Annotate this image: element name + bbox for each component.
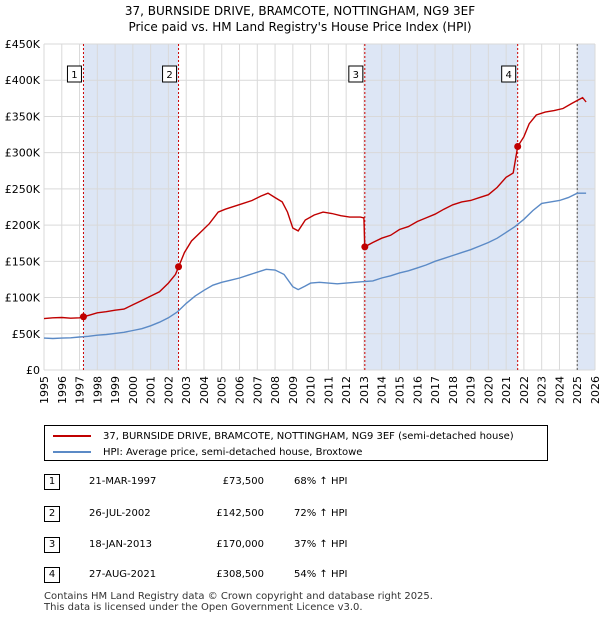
x-tick-label: 2015 [393, 376, 406, 404]
legend-item-property: 37, BURNSIDE DRIVE, BRAMCOTE, NOTTINGHAM… [53, 429, 514, 443]
x-tick-label: 1997 [74, 376, 87, 404]
x-tick-label: 2003 [180, 376, 193, 404]
x-tick-label: 2011 [322, 376, 335, 404]
x-tick-label: 2012 [340, 376, 353, 404]
sale-box-label: 3 [353, 70, 359, 81]
footer: Contains HM Land Registry data © Crown c… [44, 591, 433, 613]
x-tick-label: 2005 [216, 376, 229, 404]
x-tick-label: 2017 [429, 376, 442, 404]
y-tick-label: £100K [5, 292, 41, 305]
sale-number-boxes: 1 2 3 4 [66, 65, 517, 83]
x-tick-label: 1999 [109, 376, 122, 404]
sale-box [66, 65, 82, 83]
sale-number: 4 [44, 567, 60, 583]
legend: 37, BURNSIDE DRIVE, BRAMCOTE, NOTTINGHAM… [44, 425, 548, 461]
sale-box [501, 65, 517, 83]
sale-date: 18-JAN-2013 [89, 539, 153, 550]
sale-price: £142,500 [216, 508, 264, 519]
sale-box-label: 1 [71, 70, 77, 81]
x-tick-label: 2014 [376, 376, 389, 404]
legend-label-hpi: HPI: Average price, semi-detached house,… [103, 446, 363, 458]
series-lines [43, 96, 587, 340]
sale-hpi-diff: 72% ↑ HPI [294, 508, 348, 519]
y-tick-label: £50K [12, 328, 41, 341]
sale-number: 3 [44, 537, 60, 553]
chart-title: 37, BURNSIDE DRIVE, BRAMCOTE, NOTTINGHAM… [124, 4, 476, 18]
x-tick-label: 2007 [251, 376, 264, 404]
y-tick-label: £450K [5, 38, 41, 51]
price-chart: 1 2 3 4 £0 £50K £100K £150K £200K £250K £300K £350… [5, 38, 600, 404]
x-tick-label: 1995 [38, 376, 51, 404]
x-tick-label: 1996 [56, 376, 69, 404]
x-tick-label: 1998 [91, 376, 104, 404]
sale-hpi-diff: 37% ↑ HPI [294, 539, 348, 550]
x-tick-label: 2023 [536, 376, 549, 404]
grid-lines [43, 43, 596, 371]
x-tick-label: 2019 [465, 376, 478, 404]
x-tick-label: 2026 [589, 376, 600, 404]
shaded-period [577, 44, 595, 370]
y-tick-label: £200K [5, 219, 41, 232]
table-row: 2 26-JUL-2002 £142,500 72% ↑ HPI [44, 506, 548, 524]
chart-subtitle: Price paid vs. HM Land Registry's House … [128, 20, 472, 34]
sale-price: £308,500 [216, 569, 264, 580]
y-axis-labels: £0 £50K £100K £150K £200K £250K £300K £350K £400… [5, 38, 41, 377]
hpi-line [43, 192, 587, 340]
x-tick-label: 2008 [269, 376, 282, 404]
x-tick-label: 2004 [198, 376, 211, 404]
sale-box-label: 2 [166, 70, 172, 81]
sale-box-label: 4 [505, 70, 511, 81]
legend-swatch-property [53, 435, 91, 437]
x-axis-labels: 1995 1996 1997 1998 1999 2000 2001 2002 2003 2004… [38, 376, 600, 404]
x-tick-label: 2022 [518, 376, 531, 404]
sale-date: 26-JUL-2002 [89, 508, 151, 519]
table-row: 3 18-JAN-2013 £170,000 37% ↑ HPI [44, 537, 548, 555]
legend-item-hpi: HPI: Average price, semi-detached house,… [53, 445, 362, 459]
x-tick-label: 2020 [482, 376, 495, 404]
y-tick-label: £0 [26, 364, 40, 377]
table-row: 4 27-AUG-2021 £308,500 54% ↑ HPI [44, 567, 548, 585]
y-tick-label: £400K [5, 74, 41, 87]
x-tick-label: 2002 [162, 376, 175, 404]
sale-point [175, 263, 183, 271]
x-tick-label: 2006 [234, 376, 247, 404]
sale-price: £170,000 [216, 539, 264, 550]
x-tick-label: 2021 [500, 376, 513, 404]
x-tick-label: 2025 [571, 376, 584, 404]
x-tick-label: 2009 [287, 376, 300, 404]
sale-number: 2 [44, 506, 60, 522]
sale-point [514, 143, 522, 151]
footer-copyright: Contains HM Land Registry data © Crown c… [44, 591, 433, 602]
property-price-line [43, 96, 587, 320]
x-tick-label: 2024 [553, 376, 566, 404]
sale-date: 21-MAR-1997 [89, 476, 157, 487]
sale-hpi-diff: 54% ↑ HPI [294, 569, 348, 580]
y-tick-label: £350K [5, 110, 41, 123]
sale-date: 27-AUG-2021 [89, 569, 157, 580]
sale-hpi-diff: 68% ↑ HPI [294, 476, 348, 487]
footer-licence: This data is licensed under the Open Gov… [44, 602, 363, 613]
y-tick-label: £250K [5, 183, 41, 196]
x-tick-label: 2001 [145, 376, 158, 404]
y-tick-label: £150K [5, 255, 41, 268]
sale-point [361, 243, 369, 251]
sale-price: £73,500 [222, 476, 264, 487]
legend-label-property: 37, BURNSIDE DRIVE, BRAMCOTE, NOTTINGHAM… [103, 430, 514, 442]
shaded-period [364, 44, 518, 370]
sale-point [79, 313, 87, 321]
x-tick-label: 2010 [305, 376, 318, 404]
shaded-periods [83, 44, 595, 370]
legend-swatch-hpi [53, 451, 91, 453]
sale-points [79, 143, 522, 321]
x-tick-label: 2016 [411, 376, 424, 404]
x-tick-label: 2018 [447, 376, 460, 404]
sale-box [162, 65, 178, 83]
shaded-period [83, 44, 179, 370]
y-tick-label: £300K [5, 147, 41, 160]
x-tick-label: 2000 [127, 376, 140, 404]
x-tick-label: 2013 [358, 376, 371, 404]
sale-box [348, 65, 364, 83]
sale-number: 1 [44, 474, 60, 490]
table-row: 1 21-MAR-1997 £73,500 68% ↑ HPI [44, 474, 548, 492]
